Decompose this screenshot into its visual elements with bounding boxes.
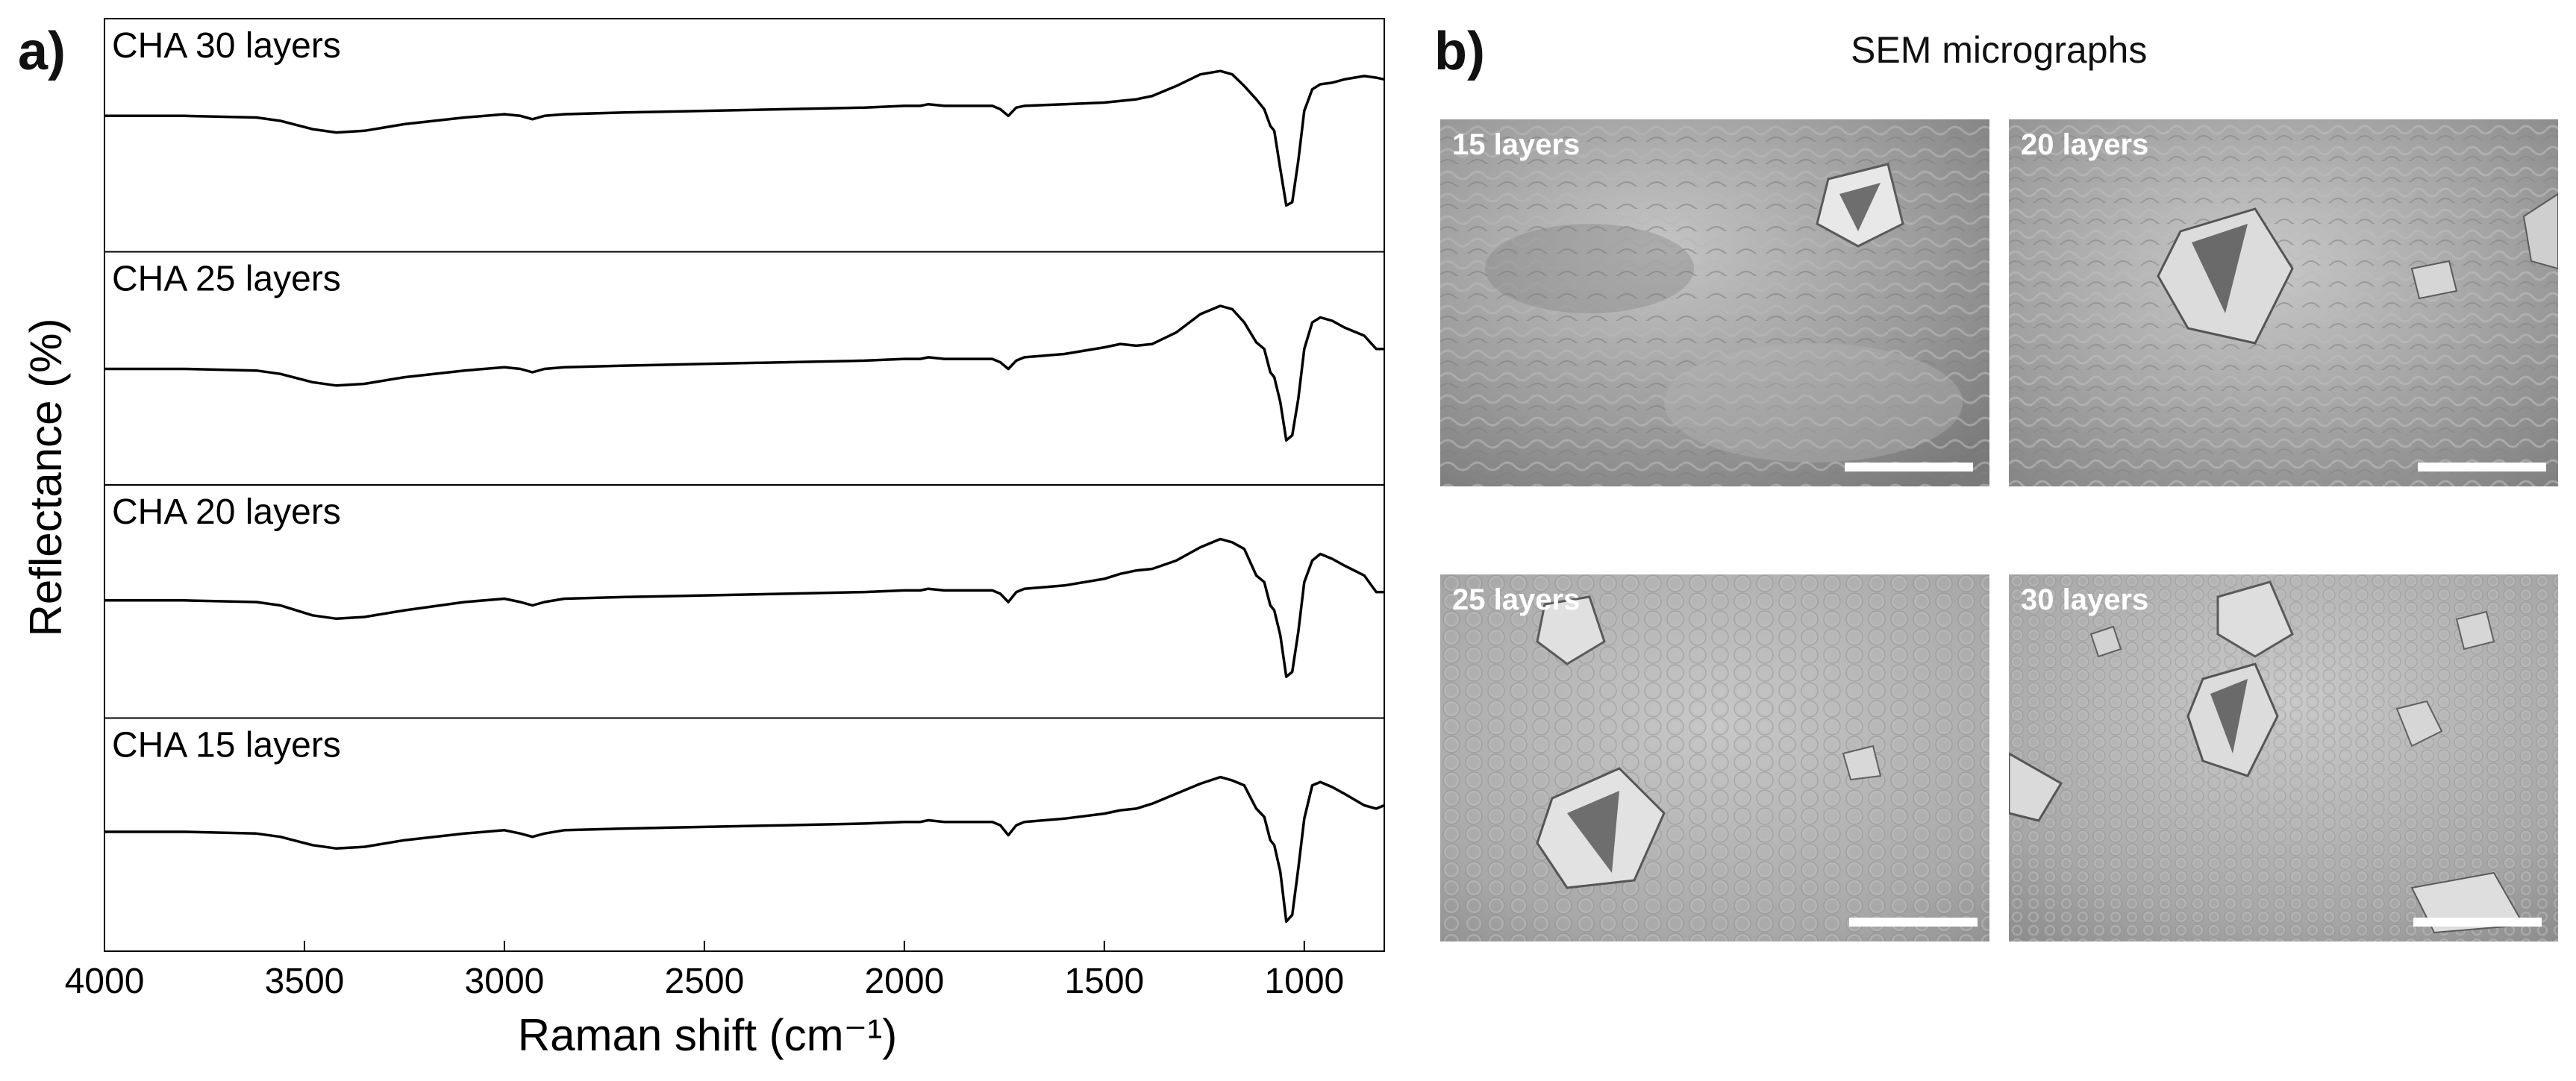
- x-tick-label: 2000: [864, 962, 944, 1001]
- sem-texture: [1440, 119, 1989, 486]
- y-axis-label: Reflectance (%): [21, 319, 71, 637]
- sem-label: 20 layers: [2021, 128, 2149, 161]
- panel-frame: [104, 717, 1385, 952]
- series-label: CHA 25 layers: [112, 260, 341, 299]
- sem-image-25-layers: 25 layers: [1440, 574, 1989, 941]
- sem-label: 25 layers: [1452, 583, 1581, 616]
- sem-section-title: SEM micrographs: [1851, 29, 2148, 71]
- x-tick-label: 3000: [465, 962, 545, 1001]
- series-label: CHA 20 layers: [112, 492, 341, 532]
- x-tick-label: 4000: [65, 962, 145, 1001]
- sem-image-30-layers: 30 layers: [2009, 574, 2558, 941]
- panel-a-letter: a): [18, 22, 66, 81]
- scale-bar: [2413, 918, 2542, 927]
- scale-bar: [1849, 918, 1978, 927]
- sem-image-15-layers: 15 layers: [1440, 119, 1989, 486]
- x-tick-label: 2500: [665, 962, 745, 1001]
- sem-label: 15 layers: [1452, 128, 1581, 161]
- series-line: [104, 304, 1384, 442]
- series-line: [104, 775, 1385, 923]
- sem-label: 30 layers: [2021, 583, 2149, 616]
- panel-b-letter: b): [1434, 22, 1485, 81]
- x-tick-label: 1000: [1264, 962, 1344, 1001]
- raman-chart: CHA 30 layers CHA 25 layers CHA 20 layers C…: [21, 18, 1385, 1060]
- x-tick-label: 1500: [1064, 962, 1144, 1001]
- sem-texture: [2009, 574, 2558, 941]
- sem-texture: [1440, 574, 1989, 941]
- sem-image-20-layers: 20 layers: [2009, 119, 2558, 486]
- series-label: CHA 15 layers: [112, 726, 341, 765]
- series-line: [104, 69, 1385, 207]
- x-axis-label: Raman shift (cm⁻¹): [518, 1010, 897, 1060]
- series-line: [104, 537, 1384, 678]
- scale-bar: [2418, 463, 2546, 471]
- sem-texture: [2009, 119, 2558, 486]
- scale-bar: [1845, 463, 1973, 471]
- x-tick-label: 3500: [265, 962, 345, 1001]
- series-label: CHA 30 layers: [112, 26, 341, 66]
